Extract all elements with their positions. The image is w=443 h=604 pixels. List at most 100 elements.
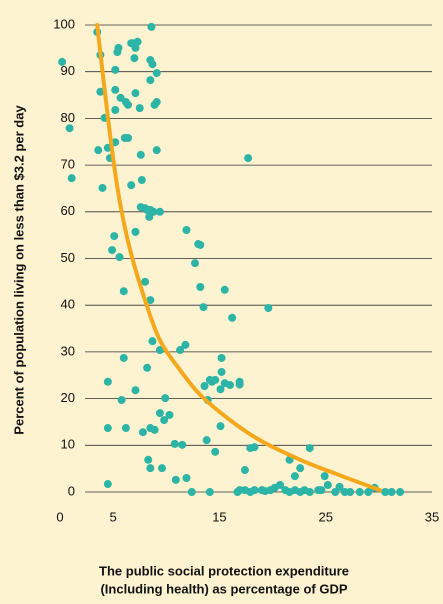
scatter-point: [381, 488, 390, 496]
scatter-point: [131, 43, 140, 52]
scatter-point: [296, 464, 305, 473]
scatter-point: [200, 381, 209, 390]
x-axis-title: The public social protection expenditure: [99, 563, 349, 578]
scatter-point: [199, 303, 208, 312]
y-tick-label: 100: [53, 16, 75, 31]
scatter-point: [127, 181, 136, 190]
scatter-point: [65, 124, 74, 133]
scatter-point: [264, 304, 273, 313]
scatter-point: [146, 205, 155, 214]
scatter-point: [146, 76, 155, 85]
scatter-point: [346, 488, 355, 496]
scatter-point: [121, 424, 130, 433]
scatter-point: [96, 87, 105, 96]
scatter-point: [114, 43, 123, 52]
scatter-point: [355, 488, 364, 496]
scatter-point: [145, 212, 154, 221]
scatter-point: [115, 253, 124, 262]
scatter-point: [108, 246, 117, 255]
scatter-point: [103, 377, 112, 386]
x-tick-label: 5: [110, 509, 117, 524]
y-tick-label: 40: [61, 297, 75, 312]
scatter-point: [146, 296, 155, 305]
scatter-point: [216, 385, 225, 394]
scatter-point: [220, 379, 229, 388]
scatter-point: [211, 447, 220, 456]
x-tick-label: 25: [318, 509, 332, 524]
scatter-point: [141, 277, 150, 286]
scatter-point: [181, 340, 190, 349]
y-tick-label: 60: [61, 203, 75, 218]
scatter-point: [135, 104, 144, 113]
scatter-point: [131, 89, 140, 98]
scatter-point: [196, 282, 205, 291]
scatter-point: [58, 57, 67, 66]
scatter-point: [165, 410, 174, 419]
y-tick-label: 90: [61, 63, 75, 78]
scatter-point: [176, 346, 185, 355]
scatter-point: [137, 176, 146, 185]
scatter-point: [240, 466, 249, 475]
scatter-point: [136, 150, 145, 159]
scatter-point: [235, 380, 244, 389]
scatter-point: [250, 486, 259, 495]
scatter-point: [138, 428, 147, 437]
scatter-point: [111, 105, 120, 114]
scatter-point: [124, 134, 133, 143]
scatter-point: [305, 488, 314, 496]
x-tick-label: 15: [212, 509, 226, 524]
y-tick-label: 0: [68, 483, 75, 498]
scatter-point: [276, 480, 285, 489]
x-tick-label: 0: [56, 509, 63, 524]
scatter-point: [187, 488, 196, 496]
scatter-point: [111, 65, 120, 74]
scatter-point: [150, 425, 159, 434]
y-tick-label: 50: [61, 250, 75, 265]
x-axis-title: (Including health) as percentage of GDP: [100, 581, 347, 596]
scatter-point: [152, 69, 161, 78]
scatter-point: [103, 424, 112, 433]
scatter-point: [148, 60, 157, 69]
scatter-point: [305, 444, 314, 453]
y-tick-label: 80: [61, 110, 75, 125]
scatter-point: [131, 227, 140, 236]
scatter-point: [119, 287, 128, 296]
scatter-point: [136, 203, 145, 212]
scatter-point: [143, 363, 152, 372]
scatter-point: [190, 259, 199, 268]
y-tick-label: 10: [61, 437, 75, 452]
scatter-point: [202, 436, 211, 445]
scatter-point: [155, 207, 164, 216]
scatter-point: [152, 146, 161, 155]
scatter-point: [217, 367, 226, 376]
trend-line: [95, 23, 382, 493]
scatter-point: [205, 488, 214, 496]
scatter-point: [182, 226, 191, 235]
scatter-point: [148, 337, 157, 346]
scatter-point: [320, 472, 329, 481]
y-tick-label: 30: [61, 343, 75, 358]
scatter-point: [103, 480, 112, 489]
scatter-point: [335, 482, 344, 491]
y-tick-label: 20: [61, 390, 75, 405]
scatter-point: [130, 54, 139, 63]
scatter-point: [170, 439, 179, 448]
scatter-point: [119, 353, 128, 362]
scatter-point: [67, 174, 76, 183]
scatter-point: [244, 154, 253, 163]
scatter-point: [220, 285, 229, 294]
scatter-point: [131, 386, 140, 395]
scatter-point: [155, 346, 164, 355]
scatter-point: [250, 443, 259, 452]
scatter-point: [111, 85, 120, 94]
scatter-point: [117, 396, 126, 405]
scatter-point: [323, 480, 332, 489]
scatter-point: [98, 183, 107, 192]
scatter-point: [290, 472, 299, 481]
x-tick-label: 35: [425, 509, 439, 524]
scatter-point: [196, 240, 205, 249]
scatter-point: [387, 488, 396, 496]
scatter-point: [364, 488, 373, 496]
scatter-point: [211, 375, 220, 384]
